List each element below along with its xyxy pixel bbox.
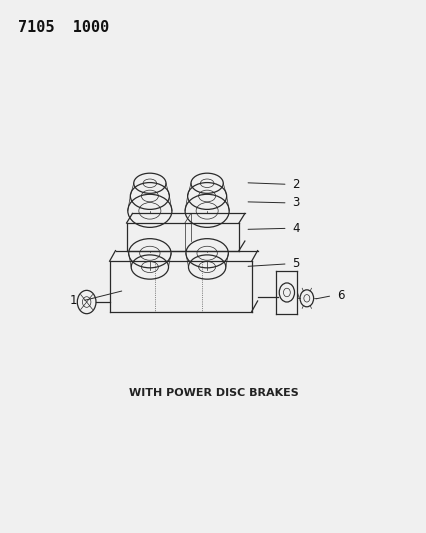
Text: 6: 6 xyxy=(336,289,344,302)
Text: 5: 5 xyxy=(292,257,299,270)
Text: 7105  1000: 7105 1000 xyxy=(18,20,109,35)
Text: 1: 1 xyxy=(69,294,77,308)
Text: WITH POWER DISC BRAKES: WITH POWER DISC BRAKES xyxy=(128,389,298,399)
Text: 2: 2 xyxy=(292,178,299,191)
Text: 4: 4 xyxy=(292,222,299,235)
Text: 3: 3 xyxy=(292,196,299,209)
